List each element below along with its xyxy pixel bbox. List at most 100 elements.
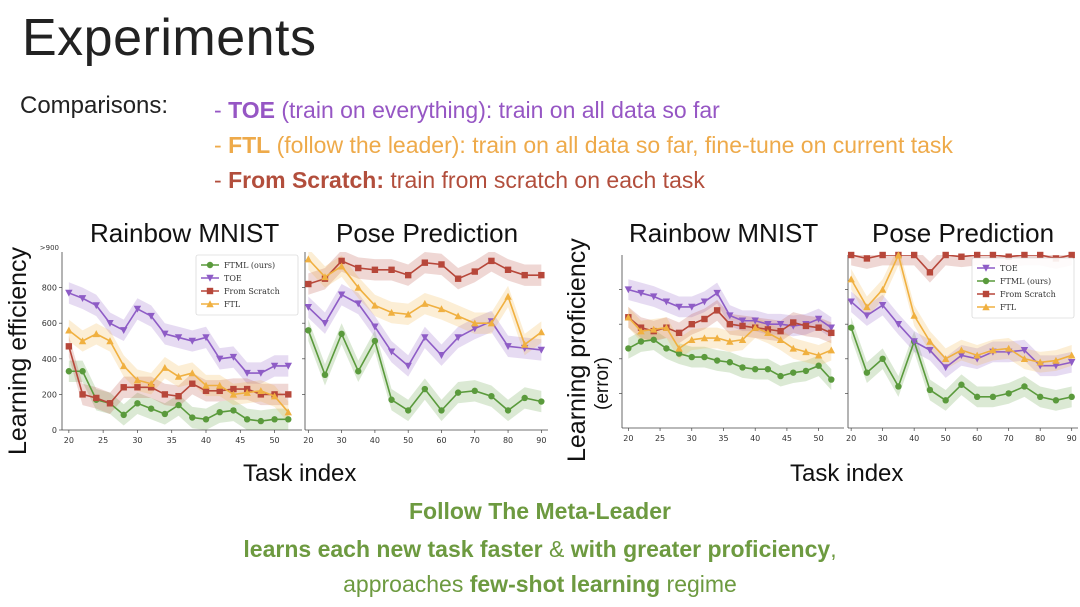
panel-0-data-point [230,385,237,393]
panel-0-x-tick-label: 35 [167,436,177,445]
panel-1-data-point [504,266,512,273]
panel-0-data-point [285,416,292,423]
panel-0-data-point [92,330,100,338]
panel-1-data-point [471,325,479,333]
panel-3-x-tick-label: 60 [972,434,982,443]
panel-3-data-point [1005,253,1012,260]
panel-3-data-point [1004,344,1013,352]
panel-0-data-point [174,372,183,380]
comparison-name: TOE [228,97,275,123]
panel-0-data-point [106,337,114,345]
panel-2-data-point [688,321,695,328]
panel-3-x-tick-label: 30 [878,434,888,443]
panel-0-legend-marker [206,300,214,308]
panel-2-x-tick-label: 40 [750,434,760,443]
panel-0-legend-marker [206,274,214,282]
panel-1-x-tick-label: 70 [470,436,480,445]
panel-1-data-point [404,362,412,370]
panel-3-data-point [863,255,871,262]
panel-0-x-tick-label: 40 [201,436,211,445]
panel-0-y-tick-label: 400 [42,355,57,364]
panel-0-legend-marker [206,287,214,295]
comparison-dash: - [214,132,229,158]
panel-1-data-point [454,389,462,396]
panel-2-data-point [662,323,671,331]
panel-3-data-point [1036,393,1044,401]
panel-1-data-point [521,271,528,279]
panel-1-data-point [504,343,512,351]
panel-2-data-point [624,286,633,294]
panel-3-data-point [1052,356,1060,364]
panel-3-data-point [957,346,966,354]
panel-2-data-point [675,344,683,352]
comparison-name: FTL [228,132,271,158]
panel-2-x-tick-label: 35 [718,434,728,443]
panel-0-data-point [202,334,210,342]
panel-title-pose-efficiency: Pose Prediction [336,218,519,248]
panel-1-data-point [421,299,429,307]
panel-3-data-point [878,301,887,309]
x-axis-label-right: Task index [790,460,904,487]
comparison-description: train from scratch on each task [384,167,705,193]
panel-0-data-point [243,388,251,396]
panel-0-y-top-label: >900 [40,244,59,252]
panel-2-data-point [650,336,657,343]
panel-0-data-point [284,362,292,370]
panel-1-data-point [338,257,345,265]
footer-suffix: regime [660,571,737,597]
panel-0-data-point [188,337,196,345]
panel-0-data-point [65,343,73,350]
panel-1-data-point [371,337,379,345]
panel-3-legend-label: TOE [1000,264,1018,273]
panel-2-data-point [637,289,645,297]
panel-0-data-point [216,355,224,363]
panel-2-data-point [663,345,670,352]
panel-3-data-point [847,275,855,283]
panel-2-data-point [777,372,784,380]
comparison-ftl: - FTL (follow the leader): train on all … [214,132,953,159]
panel-3-data-point [973,351,981,359]
panel-3-legend-marker [982,277,990,285]
panel-1-data-point [371,266,379,273]
panel-0-data-point [133,305,142,313]
panel-3-data-point [1067,351,1076,359]
panel-2-data-point [764,321,772,328]
panel-1-data-point [371,301,379,309]
panel-3-data-point [958,381,965,388]
panel-2-x-tick-label: 45 [782,434,792,443]
panel-0-y-tick-label: 0 [52,426,57,435]
panel-2-data-point [777,327,784,335]
panel-2-data-point [688,353,695,361]
panel-0-data-point [271,416,278,423]
panel-3-legend-marker [982,264,990,272]
panel-2-data-point [738,336,747,343]
panel-3-data-point [910,251,918,259]
panel-0-x-tick-label: 50 [269,436,279,445]
panel-2-data-point [764,329,772,337]
panel-0-data-point [106,320,114,327]
panel-2-data-point [776,336,785,343]
panel-1-data-point [487,319,496,327]
comparison-description: : train on all data so far [485,97,720,123]
panel-1-data-point [304,255,313,263]
panel-2-data-point [700,334,709,342]
panel-2-data-point [713,289,721,297]
panel-2-data-point [713,357,721,364]
panel-2-data-point [790,369,797,376]
panel-3-legend-box [971,257,1075,319]
panel-2-data-point [802,367,810,375]
panel-3-data-point [941,355,950,362]
panel-2-data-point [802,322,810,330]
panel-3-data-point [863,303,871,311]
panel-title-rainbow-mnist-proficiency: Rainbow MNIST [629,218,819,248]
panel-0-data-point [202,387,210,395]
panel-0-data-point [120,411,127,419]
panel-0-data-point [202,381,210,389]
panel-0-data-point [174,334,183,342]
panel-0-data-point [189,380,196,387]
panel-1-data-point [488,257,495,265]
panel-3-data-point [973,251,981,259]
panel-0-data-point [243,416,251,423]
panel-3-legend-marker [982,290,990,298]
panel-0-legend-label: From Scratch [224,287,280,296]
